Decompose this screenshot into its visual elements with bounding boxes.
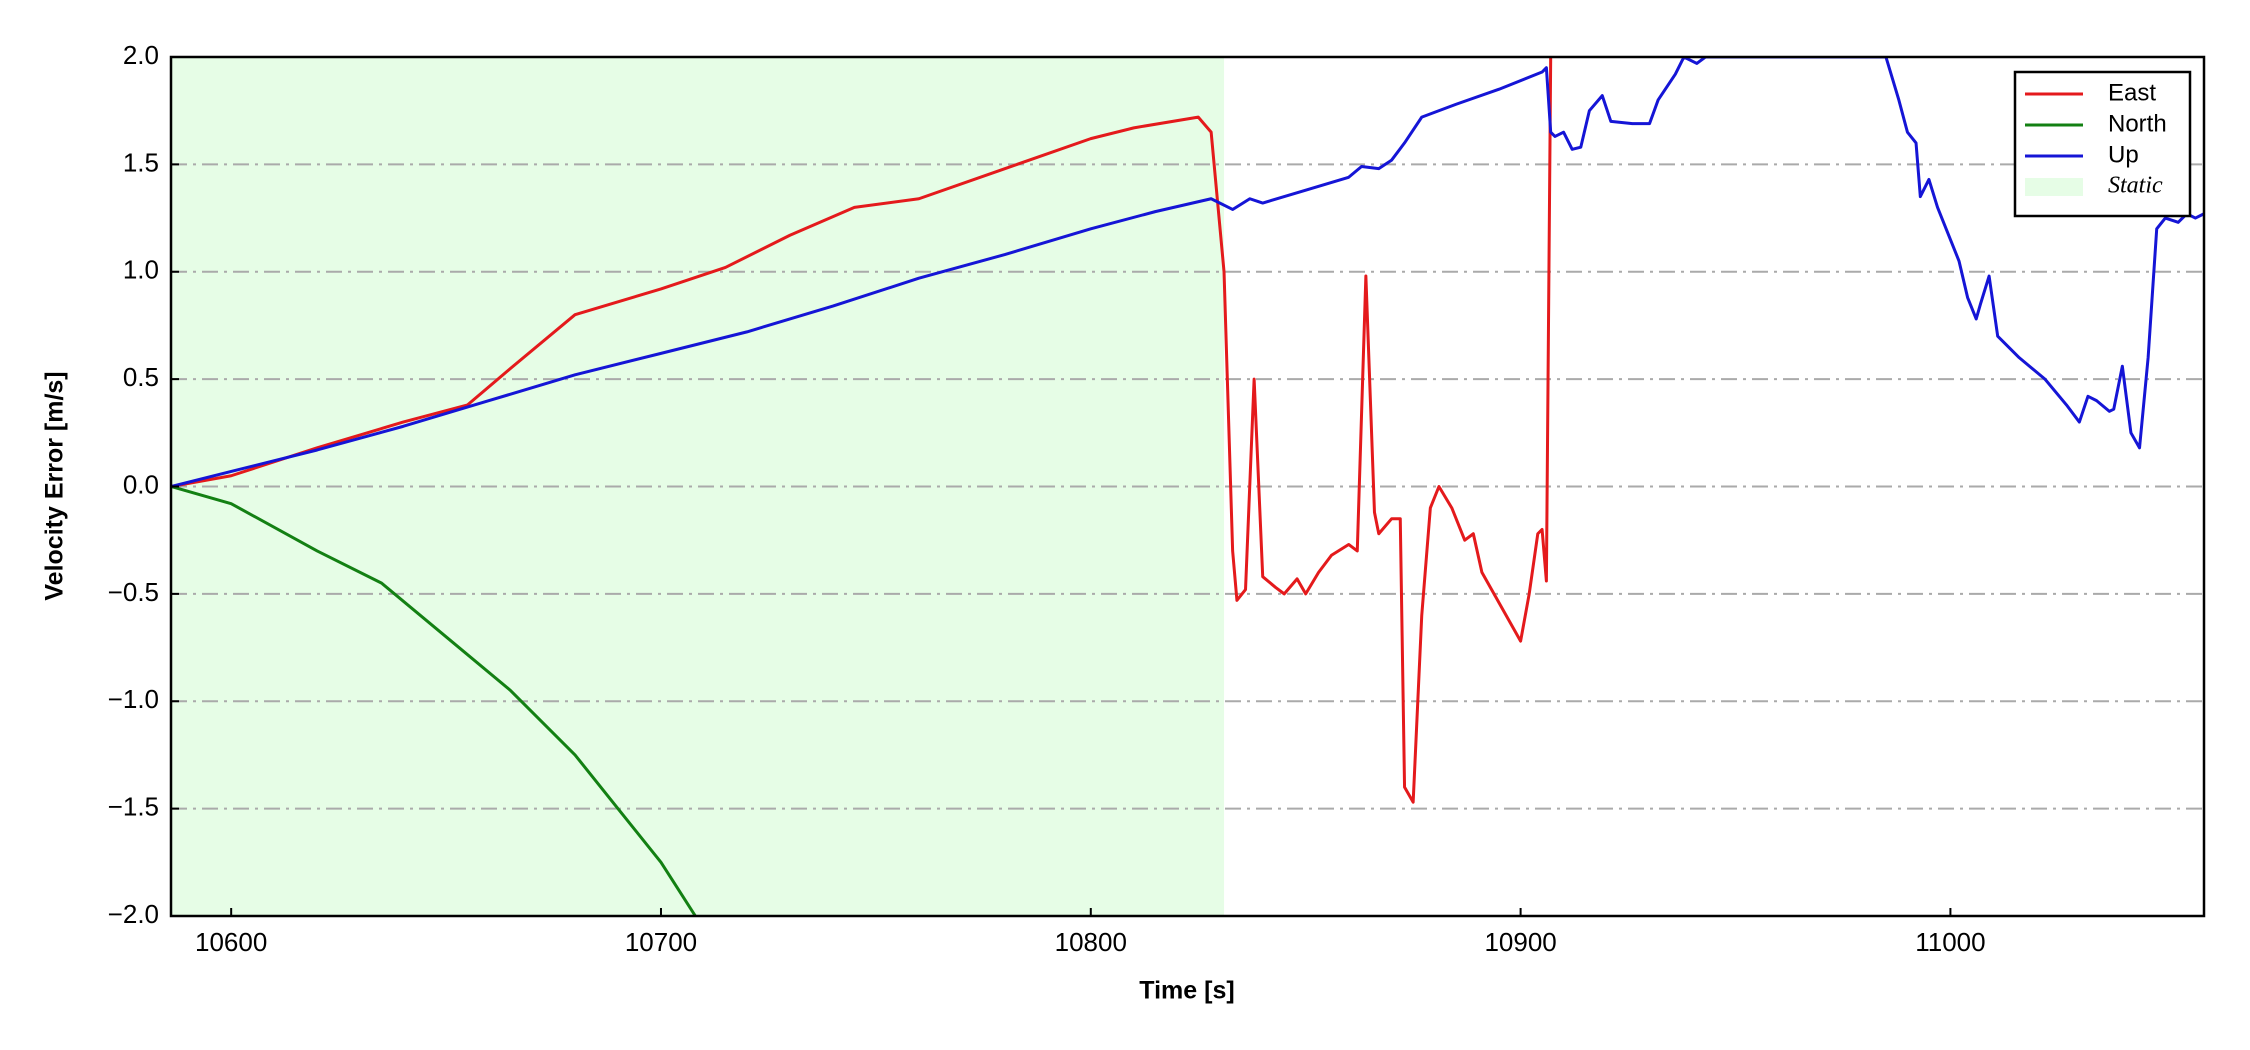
y-tick-label: 0.5 — [123, 362, 159, 392]
y-tick-label: 0.0 — [123, 469, 159, 499]
y-tick-label: −1.0 — [108, 684, 159, 714]
x-tick-label: 11000 — [1915, 927, 1985, 957]
x-axis-label: Time [s] — [1139, 977, 1234, 1005]
x-tick-label: 10700 — [625, 927, 697, 957]
y-tick-label: 1.0 — [123, 255, 159, 285]
series-line — [171, 485, 697, 916]
series-line — [171, 57, 1553, 804]
plot-frame — [169, 55, 2206, 918]
x-tick-label: 10800 — [1055, 927, 1127, 957]
series-line — [171, 57, 2204, 488]
y-axis-label: Velocity Error [m/s] — [41, 371, 69, 600]
x-tick-label: 10900 — [1484, 927, 1556, 957]
y-tick-label: −1.5 — [108, 792, 159, 822]
legend-label: North — [2108, 110, 2167, 137]
plot-area — [171, 57, 2204, 916]
legend-label: Up — [2108, 141, 2139, 168]
legend-label: Static — [2108, 173, 2163, 199]
y-tick-label: 1.5 — [123, 147, 159, 177]
y-tick-label: 2.0 — [123, 40, 159, 70]
y-tick-label: −2.0 — [108, 899, 159, 929]
y-tick-label: −0.5 — [108, 577, 159, 607]
x-tick-label: 10600 — [195, 927, 267, 957]
legend-label: East — [2108, 79, 2156, 106]
legend-swatch — [2025, 178, 2083, 196]
